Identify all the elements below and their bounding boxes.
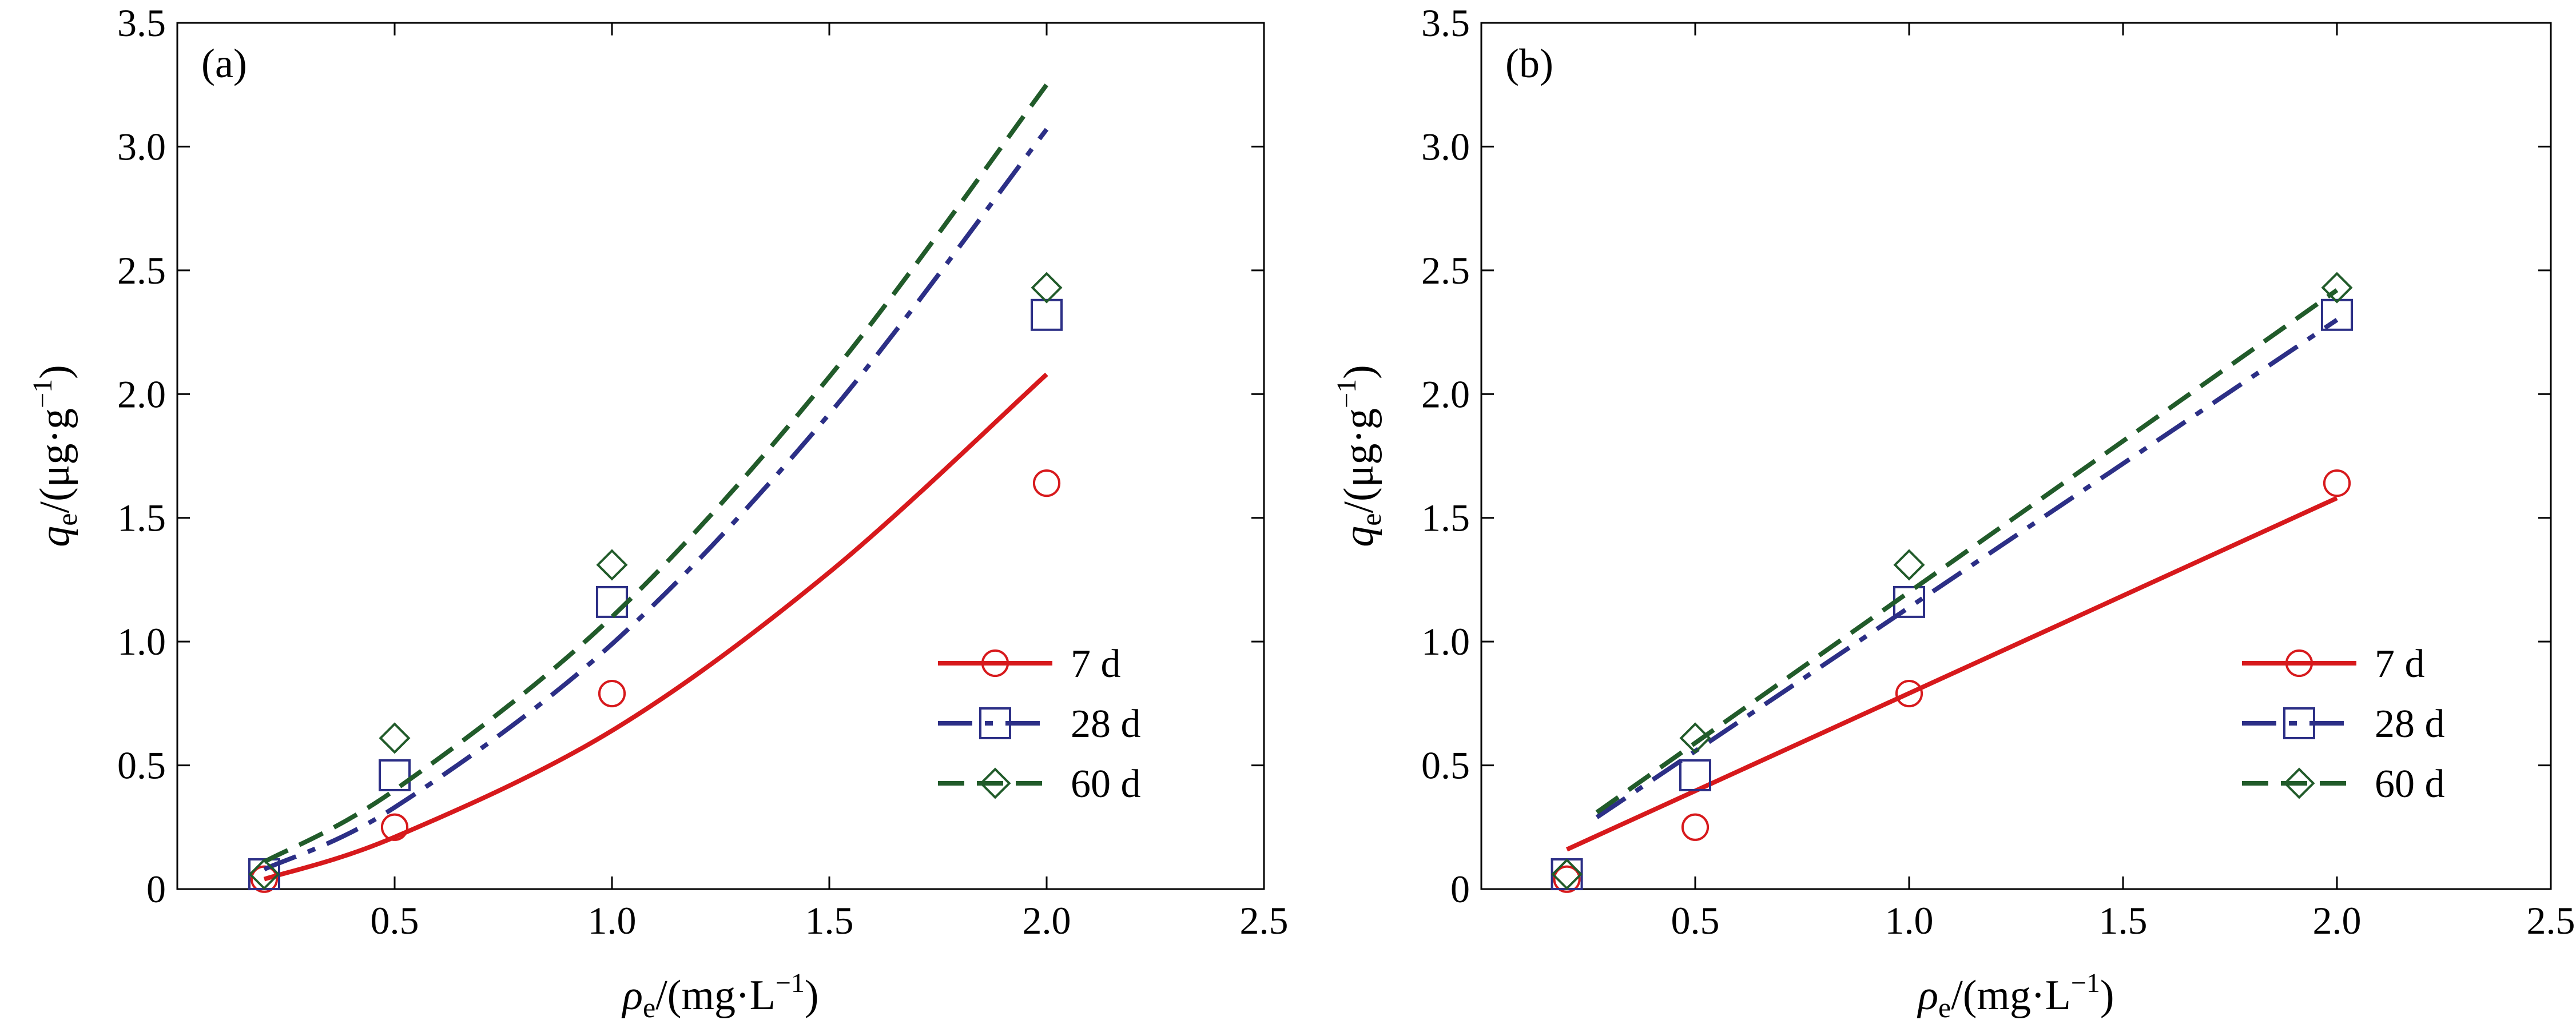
y-tick-label: 0 [1450, 867, 1470, 911]
legend-marker-60d [2283, 767, 2315, 799]
legend-marker-28d [979, 707, 1011, 739]
y-tick-label: 3.0 [117, 125, 166, 168]
data-point-7d [1553, 865, 1581, 893]
data-point-60d [1551, 858, 1583, 890]
y-tick-label: 0.5 [117, 744, 166, 787]
x-tick-label: 1.0 [1885, 899, 1934, 942]
legend-label-28d: 28 d [2375, 702, 2445, 746]
x-tick-label: 1.5 [805, 899, 854, 942]
y-tick-label: 0.5 [1421, 744, 1470, 787]
y-axis-title: qe/(μg·g−1) [1331, 365, 1387, 547]
y-tick-label: 2.5 [117, 249, 166, 292]
plot-frame [1480, 22, 2552, 890]
data-point-28d [596, 585, 628, 618]
data-point-7d [598, 679, 626, 708]
x-axis-title: ρe/(mg·L−1) [1917, 968, 2114, 1023]
legend-label-7d: 7 d [2375, 642, 2425, 686]
legend-label-28d: 28 d [1071, 702, 1141, 746]
data-point-60d [379, 722, 411, 754]
y-tick-label: 3.5 [117, 1, 166, 45]
data-point-7d [1681, 813, 1710, 841]
data-point-60d [248, 858, 280, 890]
legend-label-60d: 60 d [2375, 762, 2445, 806]
x-tick-label: 0.5 [1671, 899, 1720, 942]
data-point-60d [1679, 722, 1711, 754]
data-point-7d [1895, 679, 1923, 708]
data-point-28d [2321, 298, 2353, 331]
x-tick-label: 1.0 [588, 899, 637, 942]
x-tick-label: 1.5 [2099, 899, 2148, 942]
y-tick-label: 0 [146, 867, 166, 911]
legend-label-7d: 7 d [1071, 642, 1121, 686]
y-tick-label: 3.0 [1421, 125, 1470, 168]
legend-marker-60d [979, 767, 1011, 799]
x-axis-title: ρe/(mg·L−1) [621, 968, 818, 1023]
data-point-28d [379, 759, 411, 791]
data-point-7d [1032, 469, 1061, 497]
y-tick-label: 2.0 [1421, 372, 1470, 416]
fit-line-60d [1595, 288, 2339, 815]
y-tick-label: 1.0 [117, 620, 166, 663]
data-point-7d [380, 813, 409, 841]
fit-line-7d [1565, 496, 2338, 852]
y-tick-label: 2.5 [1421, 249, 1470, 292]
legend-marker-28d [2283, 707, 2315, 739]
data-point-7d [2323, 469, 2351, 497]
data-point-28d [1679, 759, 1711, 791]
x-tick-label: 2.0 [1023, 899, 1071, 942]
data-point-60d [1031, 272, 1063, 304]
x-tick-label: 2.0 [2313, 899, 2362, 942]
y-tick-label: 1.5 [117, 496, 166, 540]
data-point-60d [596, 549, 628, 581]
data-point-7d [250, 865, 279, 893]
data-point-60d [1893, 549, 1925, 581]
plot-frame [176, 22, 1265, 890]
y-tick-label: 3.5 [1421, 1, 1470, 45]
fit-line-28d [1595, 318, 2339, 819]
panel-label: (a) [201, 41, 247, 86]
y-tick-label: 2.0 [117, 372, 166, 416]
fit-line-7d [263, 372, 1048, 882]
legend-marker-7d [981, 649, 1009, 678]
legend-marker-7d [2285, 649, 2313, 678]
y-tick-label: 1.0 [1421, 620, 1470, 663]
y-tick-label: 1.5 [1421, 496, 1470, 540]
data-point-60d [2321, 272, 2353, 304]
panel-label: (b) [1505, 41, 1553, 86]
legend-label-60d: 60 d [1071, 762, 1141, 806]
x-tick-label: 0.5 [371, 899, 419, 942]
fit-line-28d [263, 127, 1049, 871]
x-tick-label: 2.5 [1240, 899, 1289, 942]
data-point-28d [1031, 298, 1063, 331]
fit-line-60d [263, 83, 1049, 864]
x-tick-label: 2.5 [2527, 899, 2575, 942]
y-axis-title: qe/(μg·g−1) [27, 365, 83, 547]
panel-b: 0 0.5 1.0 1.5 2.0 2.5 3.0 3.5 0.5 1.0 1.5 2.0 2.5 (b)… [1331, 1, 2575, 1023]
panel-a: 0 0.5 1.0 1.5 2.0 2.5 3.0 3.5 0.5 1.0 1.5 2.0 2.5 (a)… [27, 1, 1289, 1023]
